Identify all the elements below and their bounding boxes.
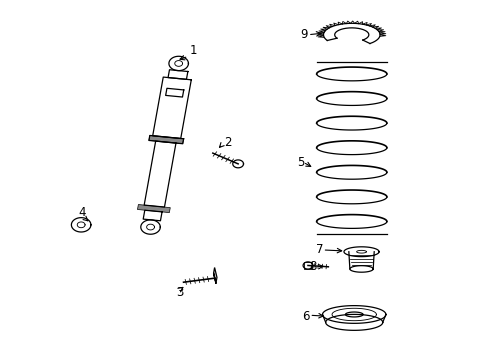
Polygon shape — [137, 204, 170, 213]
Text: 2: 2 — [223, 136, 231, 149]
Text: 8: 8 — [308, 260, 316, 273]
Bar — [303, 262, 312, 269]
Text: 1: 1 — [189, 44, 197, 57]
Polygon shape — [213, 267, 217, 283]
Text: 3: 3 — [176, 287, 183, 300]
Text: 9: 9 — [300, 28, 307, 41]
Text: 7: 7 — [316, 243, 323, 256]
Text: 6: 6 — [301, 310, 308, 324]
Text: 4: 4 — [79, 207, 86, 220]
Polygon shape — [149, 135, 183, 144]
Text: 5: 5 — [296, 156, 304, 168]
